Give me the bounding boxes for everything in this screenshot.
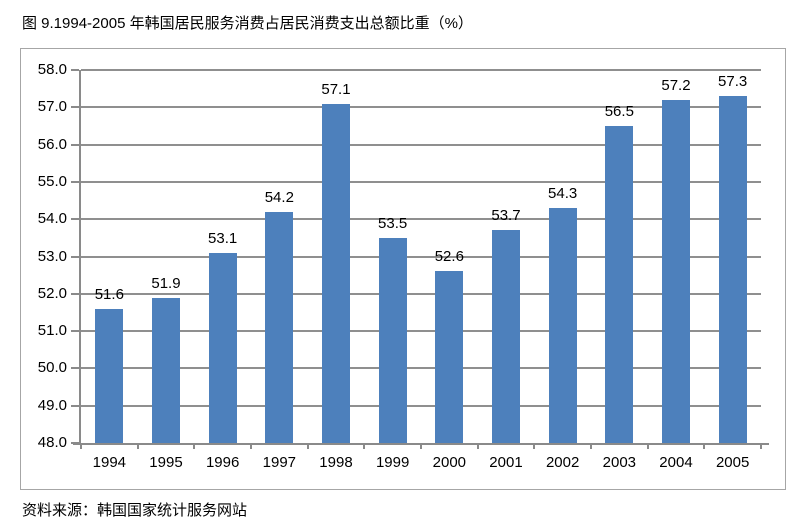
y-axis-tick <box>71 404 79 407</box>
x-axis-tick <box>363 443 366 449</box>
x-tick-label: 1998 <box>319 454 353 471</box>
y-axis-tick <box>71 180 79 183</box>
x-tick-label: 1997 <box>262 454 297 471</box>
bar-value-label: 57.2 <box>661 76 691 94</box>
y-axis-tick <box>71 330 79 333</box>
x-axis-tick <box>250 443 252 449</box>
y-axis-tick <box>71 106 79 109</box>
bar-2005 <box>718 96 747 443</box>
gridline <box>81 255 761 258</box>
y-axis <box>79 70 81 443</box>
gridline <box>81 404 761 407</box>
bar-value-label: 53.5 <box>378 214 408 232</box>
gridline <box>81 330 761 333</box>
y-tick-label: 50.0 <box>37 359 67 377</box>
y-tick-label: 52.0 <box>37 284 67 302</box>
bar-value-label: 57.3 <box>718 73 748 91</box>
y-axis-tick <box>71 442 79 444</box>
x-axis-tick <box>476 443 479 449</box>
x-tick-label: 1999 <box>375 454 410 471</box>
chart-frame: 58.0 57.0 56.0 55.0 54.0 53.0 52.0 51.0 50.0 49.0… <box>20 48 786 490</box>
x-tick-label: 2003 <box>602 454 637 471</box>
bar-1994 <box>95 308 124 443</box>
y-tick-label: 49.0 <box>37 396 67 414</box>
x-tick-label: 2002 <box>545 454 580 471</box>
bar-value-label: 51.6 <box>94 285 124 303</box>
figure-title: 图 9.1994-2005 年韩国居民服务消费占居民消费支出总额比重（%） <box>22 15 473 32</box>
y-tick-label: 53.0 <box>37 247 67 265</box>
gridline <box>81 367 761 370</box>
bar-value-label: 53.7 <box>491 207 521 225</box>
bar-1998 <box>322 103 350 443</box>
y-axis-tick <box>71 69 79 71</box>
gridline <box>81 69 761 71</box>
bar-2000 <box>435 271 464 443</box>
source-note: 资料来源：韩国国家统计服务网站 <box>22 502 248 519</box>
gridline <box>81 143 761 146</box>
x-tick-label: 1996 <box>205 454 240 471</box>
x-axis-tick <box>760 443 762 449</box>
bar-2003 <box>605 125 634 443</box>
y-tick-label: 57.0 <box>37 98 67 116</box>
x-axis-tick <box>703 443 706 449</box>
x-tick-label: 2005 <box>715 454 750 471</box>
bar-1995 <box>152 297 180 443</box>
y-axis-tick <box>71 143 79 146</box>
bar-1999 <box>378 237 407 443</box>
bar-2002 <box>548 208 577 443</box>
plot-area: 58.0 57.0 56.0 55.0 54.0 53.0 52.0 51.0 50.0 49.0… <box>38 61 769 471</box>
x-tick-label: 2000 <box>432 454 467 471</box>
bar-value-label: 52.6 <box>434 248 464 266</box>
bar-value-label: 56.5 <box>604 102 634 120</box>
x-axis-tick <box>136 443 139 449</box>
gridline <box>81 180 761 183</box>
y-tick-label: 55.0 <box>37 172 67 190</box>
x-tick-label: 2001 <box>489 454 523 471</box>
x-axis-tick <box>533 443 536 449</box>
x-axis-tick <box>80 443 82 449</box>
y-tick-label: 51.0 <box>37 322 67 340</box>
bar-2004 <box>662 99 690 443</box>
y-axis-tick <box>71 218 79 221</box>
bar-value-label: 54.3 <box>548 185 578 202</box>
y-axis-tick <box>71 255 79 258</box>
bar-2001 <box>492 230 520 443</box>
x-axis-tick <box>420 443 422 449</box>
x-axis-tick <box>646 443 649 449</box>
x-axis-tick <box>193 443 196 449</box>
x-tick-label: 1995 <box>149 454 183 471</box>
x-tick-label: 2004 <box>659 454 693 471</box>
y-axis-tick <box>71 292 79 295</box>
y-tick-label: 48.0 <box>37 434 67 451</box>
x-axis-tick <box>306 443 309 449</box>
y-tick-label: 54.0 <box>37 210 67 228</box>
y-axis-tick <box>71 367 79 370</box>
bar-1996 <box>208 252 237 443</box>
bar-value-label: 51.9 <box>151 274 181 292</box>
gridline <box>81 218 761 221</box>
y-tick-label: 56.0 <box>37 135 67 153</box>
gridline <box>81 106 761 109</box>
bar-value-label: 54.2 <box>264 188 294 206</box>
x-tick-label: 1994 <box>92 454 127 471</box>
bar-1997 <box>265 211 294 443</box>
y-tick-label: 58.0 <box>37 61 67 78</box>
gridline <box>81 292 761 295</box>
bar-value-label: 53.1 <box>208 229 238 247</box>
bar-value-label: 57.1 <box>321 80 351 98</box>
x-axis-tick <box>590 443 592 449</box>
